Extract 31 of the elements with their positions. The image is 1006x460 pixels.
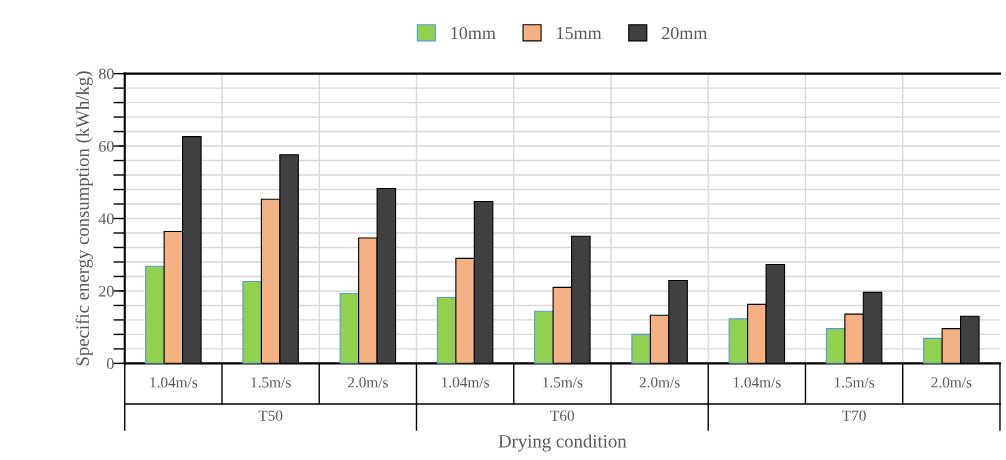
y-axis-title: Specific energy consumption (kWh/kg) bbox=[75, 71, 93, 366]
y-tick-label: 60 bbox=[99, 140, 114, 152]
text: T50 bbox=[258, 410, 283, 421]
bar bbox=[923, 337, 943, 364]
y-tick-label: 80 bbox=[98, 68, 114, 80]
x-tick-label: 1.04m/s bbox=[442, 377, 489, 388]
x-axis-title: Drying condition bbox=[498, 434, 627, 452]
x-tick-label: 1.04m/s bbox=[150, 377, 198, 388]
bar bbox=[728, 318, 749, 364]
bar bbox=[339, 292, 360, 364]
y-tick-label: 20 bbox=[99, 285, 114, 297]
x-tick-label: 2.0m/s bbox=[347, 377, 388, 388]
bar bbox=[534, 310, 554, 364]
legend-label: 10mm bbox=[451, 27, 496, 40]
x-tick-label: 2.0m/s bbox=[931, 377, 972, 388]
x-tick-label: 1.04m/s bbox=[733, 377, 781, 388]
text: T60 bbox=[550, 410, 575, 421]
text: T70 bbox=[842, 410, 866, 421]
bar bbox=[825, 328, 846, 364]
legend-label: 15mm bbox=[557, 27, 602, 40]
bar bbox=[436, 296, 457, 364]
bar bbox=[242, 280, 262, 364]
x-tick-label: 1.5m/s bbox=[251, 377, 291, 388]
x-tick-label: 1.5m/s bbox=[834, 377, 875, 388]
bar bbox=[145, 265, 165, 364]
legend-label: 20mm bbox=[662, 27, 708, 40]
x-tick-label: 1.5m/s bbox=[543, 377, 583, 388]
bar bbox=[631, 333, 651, 364]
x-tick-label: 2.0m/s bbox=[639, 377, 680, 388]
y-tick-label: 0 bbox=[106, 358, 114, 370]
y-tick-label: 40 bbox=[98, 213, 114, 225]
